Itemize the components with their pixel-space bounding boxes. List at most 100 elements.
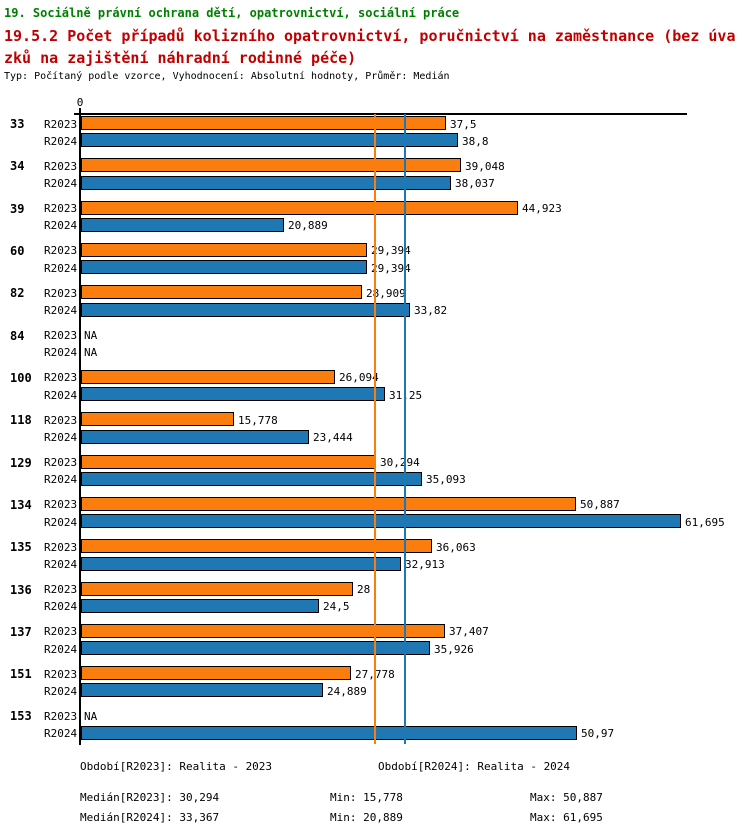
period-label-r2023: R2023 xyxy=(44,413,78,427)
bar-r2023 xyxy=(81,496,576,511)
bar-value-label: 23,444 xyxy=(313,431,353,445)
period-label-r2023: R2023 xyxy=(44,540,78,554)
bar-value-label: 33,82 xyxy=(414,304,448,318)
bar-value-label: 28 xyxy=(357,583,371,597)
bar-r2023 xyxy=(81,158,461,173)
bar-r2023 xyxy=(81,285,362,300)
bar-r2023 xyxy=(81,623,445,638)
row-id-label: 151 xyxy=(10,667,32,682)
period-label-r2024: R2024 xyxy=(44,304,78,318)
legend-min-r2023: Min: 15,778 xyxy=(330,791,403,804)
bar-r2024 xyxy=(81,302,410,317)
period-label-r2024: R2024 xyxy=(44,473,78,487)
bar-r2024 xyxy=(81,514,681,529)
period-label-r2024: R2024 xyxy=(44,727,78,741)
bar-r2023 xyxy=(81,666,351,681)
bar-r2023 xyxy=(81,412,234,427)
row-id-label: 34 xyxy=(10,159,25,174)
bar-r2024 xyxy=(81,217,284,232)
section-title: 19. Sociálně právní ochrana dětí, opatro… xyxy=(4,6,460,20)
bar-value-label: 36,063 xyxy=(436,540,476,554)
row-id-label: 135 xyxy=(10,540,32,555)
period-label-r2023: R2023 xyxy=(44,371,78,385)
period-label-r2023: R2023 xyxy=(44,583,78,597)
row-id-label: 136 xyxy=(10,582,32,597)
bar-value-label: 26,094 xyxy=(339,371,379,385)
bar-value-label: 50,97 xyxy=(581,727,615,741)
axis-zero-tick-label: 0 xyxy=(76,96,84,109)
bar-value-label: 61,695 xyxy=(685,515,725,529)
bar-r2024 xyxy=(81,133,458,148)
period-label-r2024: R2024 xyxy=(44,558,78,571)
legend-min-r2024: Min: 20,889 xyxy=(330,811,403,824)
bar-value-label: 35,093 xyxy=(426,473,466,487)
indicator-title-line2: zků na zajištění náhradní rodinné péče) xyxy=(4,49,357,67)
bar-value-label: 32,913 xyxy=(405,558,445,571)
row-id-label: 134 xyxy=(10,497,32,512)
bar-value-label: 38,037 xyxy=(455,177,495,191)
bar-r2023 xyxy=(81,539,432,554)
indicator-title-line1: 19.5.2 Počet případů kolizního opatrovni… xyxy=(4,27,736,45)
bar-value-label: 29,394 xyxy=(371,261,411,275)
bar-r2024 xyxy=(81,641,430,656)
period-label-r2024: R2024 xyxy=(44,600,78,614)
period-label-r2023: R2023 xyxy=(44,709,78,723)
period-label-r2023: R2023 xyxy=(44,498,78,512)
bar-r2023 xyxy=(81,200,518,215)
na-value-label: NA xyxy=(84,709,98,723)
bar-value-label: 29,394 xyxy=(371,244,411,258)
bar-value-label: 37,407 xyxy=(449,625,489,639)
na-value-label: NA xyxy=(84,329,98,343)
period-label-r2024: R2024 xyxy=(44,642,78,656)
period-label-r2024: R2024 xyxy=(44,431,78,445)
period-label-r2023: R2023 xyxy=(44,329,78,343)
period-label-r2024: R2024 xyxy=(44,219,78,233)
bar-r2023 xyxy=(81,454,376,469)
period-label-r2023: R2023 xyxy=(44,625,78,639)
na-value-label: NA xyxy=(84,346,98,360)
period-label-r2024: R2024 xyxy=(44,346,78,360)
row-id-label: 153 xyxy=(10,709,32,724)
bar-value-label: 39,048 xyxy=(465,159,505,173)
legend-max-r2023: Max: 50,887 xyxy=(530,791,603,804)
row-id-label: 84 xyxy=(10,328,25,343)
bar-r2024 xyxy=(81,598,319,613)
legend-period-r2024: Období[R2024]: Realita - 2024 xyxy=(378,760,571,773)
legend-median-r2024: Medián[R2024]: 33,367 xyxy=(80,811,220,824)
row-id-label: 100 xyxy=(10,370,32,385)
row-id-label: 33 xyxy=(10,117,25,131)
bar-value-label: 24,5 xyxy=(323,600,350,614)
period-label-r2024: R2024 xyxy=(44,134,78,148)
bar-value-label: 35,926 xyxy=(434,642,474,656)
row-id-label: 82 xyxy=(10,286,25,301)
row-id-label: 137 xyxy=(10,624,32,639)
bar-r2023 xyxy=(81,581,353,596)
y-axis-line xyxy=(79,108,81,745)
bar-value-label: 37,5 xyxy=(450,117,477,131)
bar-value-label: 44,923 xyxy=(522,202,562,216)
period-label-r2024: R2024 xyxy=(44,684,78,698)
bar-r2023 xyxy=(81,242,367,257)
row-id-label: 129 xyxy=(10,455,32,470)
bar-value-label: 38,8 xyxy=(462,134,489,148)
bar-value-label: 30,294 xyxy=(380,456,420,470)
period-label-r2024: R2024 xyxy=(44,388,78,402)
bar-value-label: 50,887 xyxy=(580,498,620,512)
period-label-r2024: R2024 xyxy=(44,177,78,191)
bar-r2024 xyxy=(81,556,401,571)
bar-r2024 xyxy=(81,260,367,275)
legend-max-r2024: Max: 61,695 xyxy=(530,811,603,824)
bar-value-label: 28,909 xyxy=(366,286,406,300)
bar-r2023 xyxy=(81,116,446,130)
bar-r2024 xyxy=(81,725,577,740)
period-label-r2023: R2023 xyxy=(44,456,78,470)
bar-r2024 xyxy=(81,387,385,402)
row-id-label: 60 xyxy=(10,243,25,258)
median-reference-line-r2024 xyxy=(403,114,406,744)
period-label-r2023: R2023 xyxy=(44,117,78,131)
axis-tick-mark xyxy=(74,113,80,115)
period-label-r2024: R2024 xyxy=(44,515,78,529)
median-reference-line-r2023 xyxy=(374,114,377,744)
legend-period-r2023: Období[R2023]: Realita - 2023 xyxy=(80,760,273,773)
